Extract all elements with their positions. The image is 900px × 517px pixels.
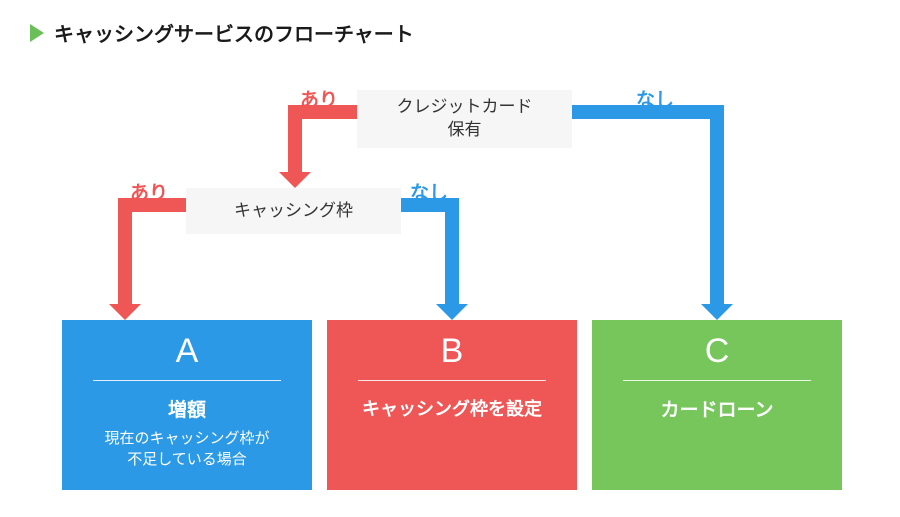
decision-label: クレジットカード 保有 <box>397 96 533 142</box>
decision-line1: キャッシング枠 <box>234 200 353 223</box>
arrow-segment <box>288 105 302 172</box>
divider <box>93 380 282 381</box>
decision-line2: 保有 <box>397 119 533 142</box>
result-a: A 増額 現在のキャッシング枠が 不足している場合 <box>62 320 312 490</box>
arrow-head-icon <box>109 304 141 320</box>
result-letter: B <box>337 334 567 368</box>
decision-cashing-slot: キャッシング枠 <box>186 188 401 234</box>
result-letter: A <box>72 334 302 368</box>
result-heading: カードローン <box>602 395 832 422</box>
arrow-segment <box>445 198 459 304</box>
arrow-head-icon <box>436 304 468 320</box>
decision-label: キャッシング枠 <box>234 200 353 223</box>
arrow-label: あり <box>300 85 338 112</box>
divider <box>358 380 547 381</box>
result-b: B キャッシング枠を設定 <box>327 320 577 490</box>
triangle-icon <box>30 24 44 42</box>
arrow-label: あり <box>130 178 168 205</box>
decision-line1: クレジットカード <box>397 96 533 119</box>
page-title: キャッシングサービスのフローチャート <box>54 18 414 47</box>
decision-credit-card: クレジットカード 保有 <box>357 90 572 148</box>
arrow-label: なし <box>410 178 448 205</box>
page-title-row: キャッシングサービスのフローチャート <box>30 18 414 47</box>
flowchart-canvas: キャッシングサービスのフローチャート クレジットカード 保有 キャッシング枠 A… <box>0 0 900 517</box>
result-c: C カードローン <box>592 320 842 490</box>
arrow-head-icon <box>701 304 733 320</box>
arrow-segment <box>710 105 724 304</box>
divider <box>623 380 812 381</box>
arrow-label: なし <box>636 85 674 112</box>
result-letter: C <box>602 334 832 368</box>
arrow-segment <box>118 198 132 304</box>
result-sub1: 現在のキャッシング枠が <box>72 428 302 449</box>
result-sub2: 不足している場合 <box>72 449 302 470</box>
arrow-head-icon <box>279 172 311 188</box>
result-heading: 増額 <box>72 395 302 422</box>
result-heading: キャッシング枠を設定 <box>337 395 567 421</box>
